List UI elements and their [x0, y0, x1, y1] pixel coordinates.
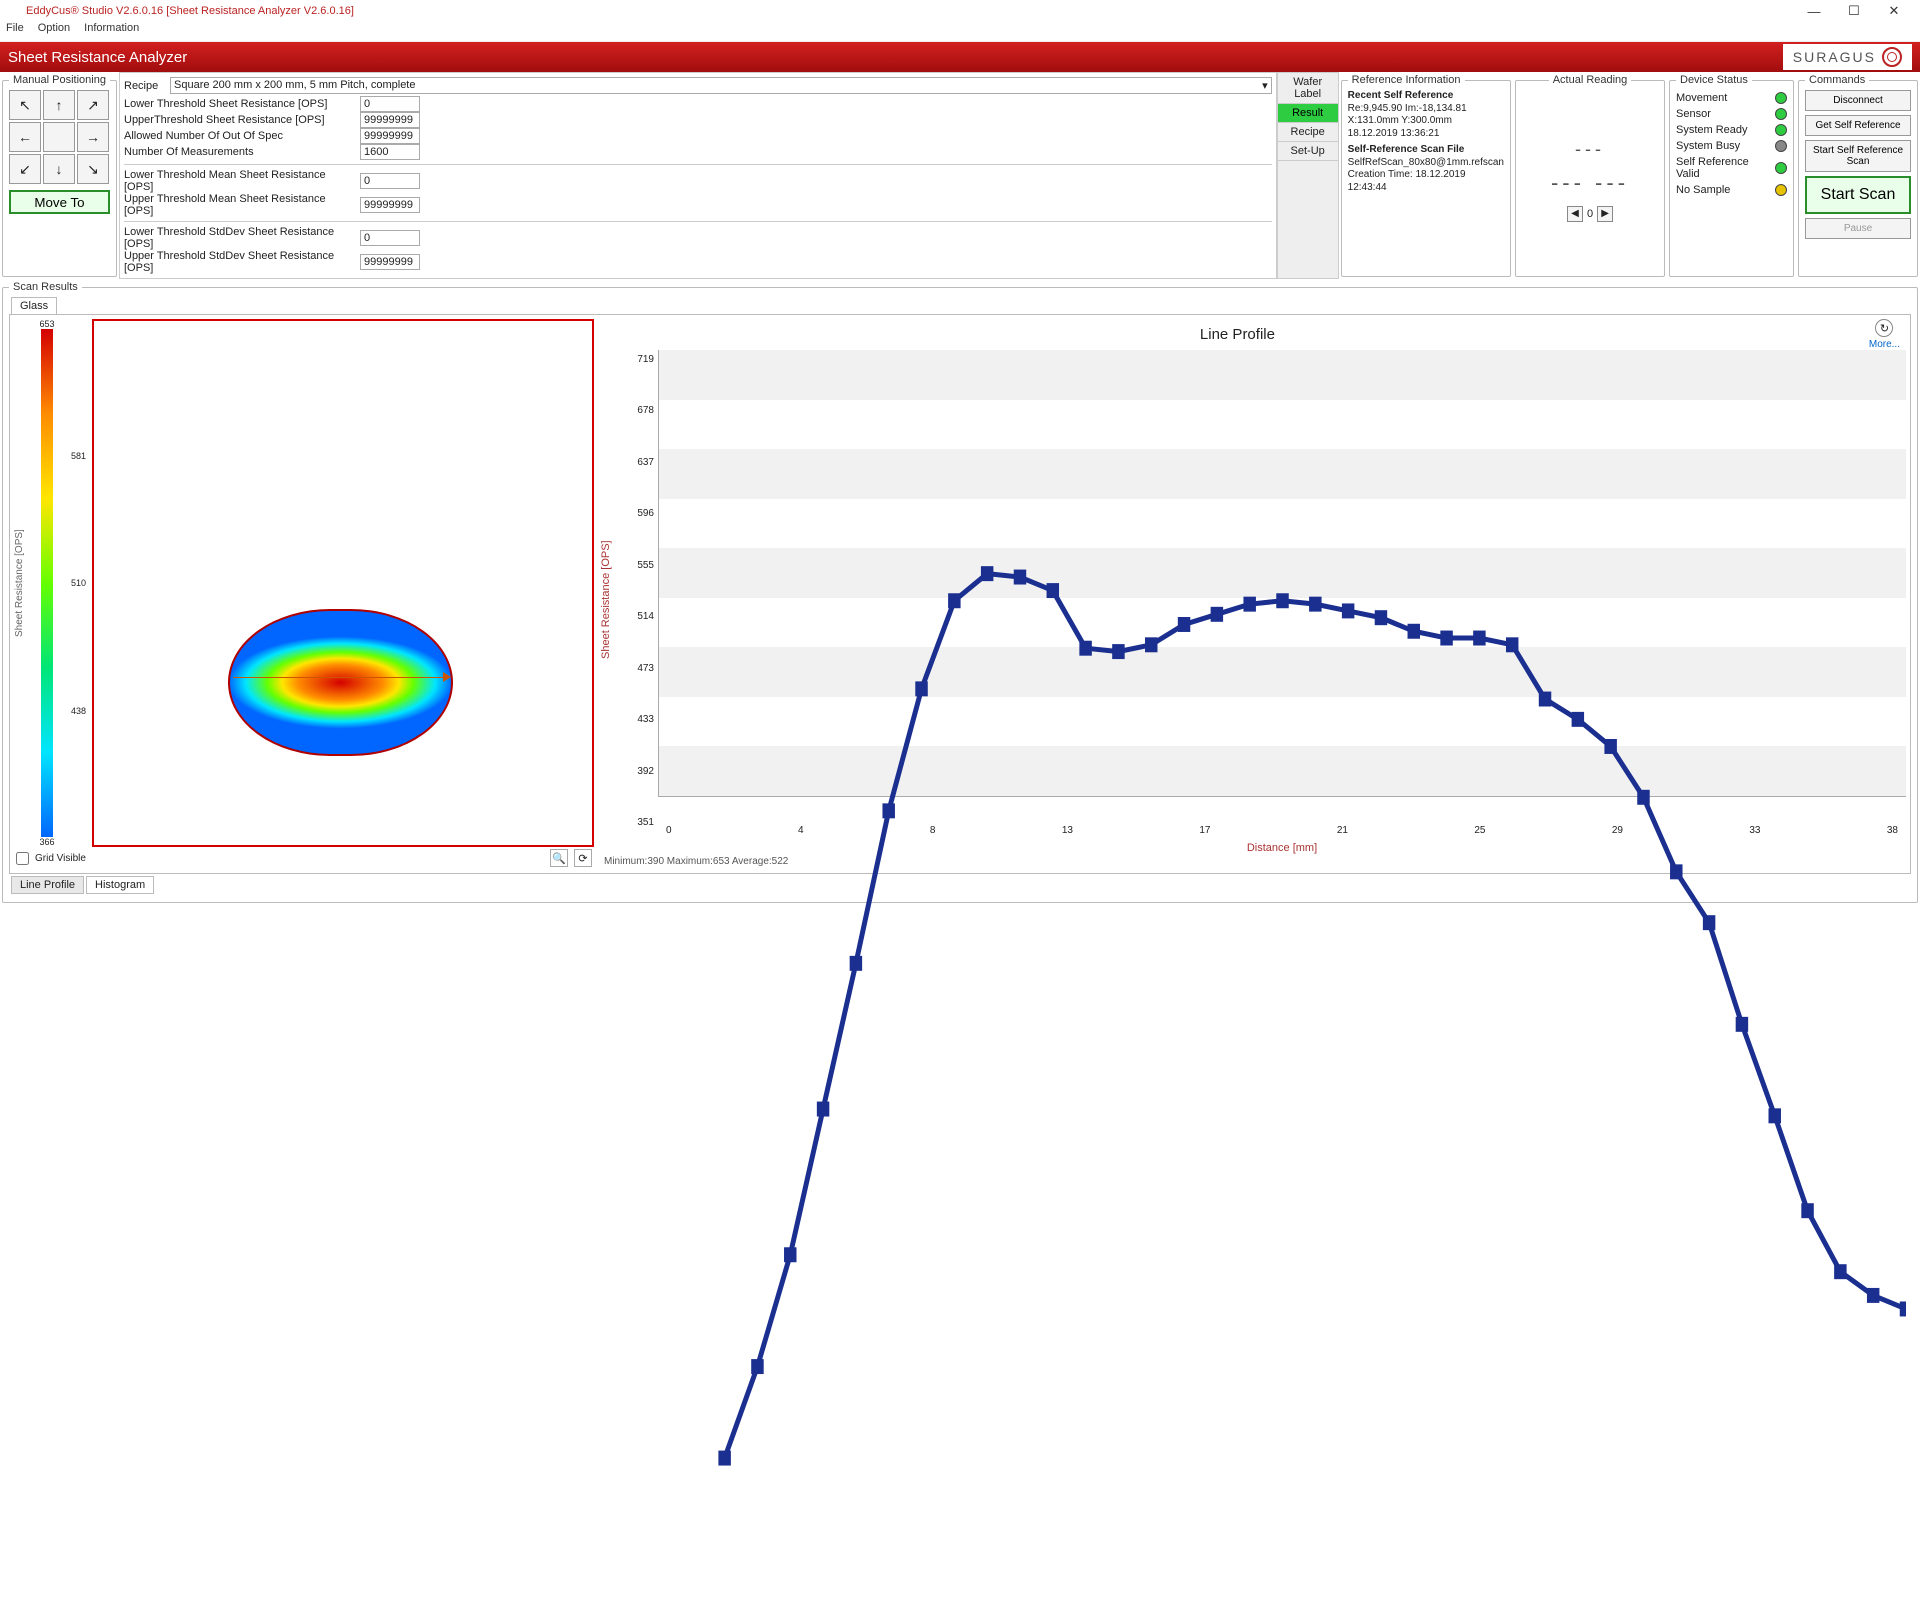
- reading-value-1: ---: [1575, 139, 1605, 160]
- recipe-row-value[interactable]: 0: [360, 96, 420, 112]
- chart-ylabel: Sheet Resistance [OPS]: [600, 350, 612, 854]
- grid-visible-label: Grid Visible: [35, 853, 86, 864]
- menu-information[interactable]: Information: [84, 22, 139, 41]
- line-profile-chart: Line Profile ↻ More... Sheet Resistance …: [600, 319, 1906, 869]
- scan-results-panel: Scan Results Glass Sheet Resistance [OPS…: [2, 281, 1918, 903]
- move-se-button[interactable]: ↘: [77, 154, 109, 184]
- start-scan-button[interactable]: Start Scan: [1805, 176, 1911, 214]
- maximize-button[interactable]: ☐: [1834, 3, 1874, 19]
- status-row: Movement: [1676, 90, 1787, 106]
- recipe-row-label: Upper Threshold StdDev Sheet Resistance …: [124, 250, 354, 274]
- menubar: File Option Information: [0, 22, 1920, 42]
- chart-y-axis: 719678637596555514473433392351: [612, 350, 658, 854]
- heatmap-canvas[interactable]: [92, 319, 594, 847]
- disconnect-button[interactable]: Disconnect: [1805, 90, 1911, 111]
- reading-value-2: --- ---: [1551, 170, 1629, 196]
- recipe-select[interactable]: Square 200 mm x 200 mm, 5 mm Pitch, comp…: [170, 77, 1272, 94]
- pause-button[interactable]: Pause: [1805, 218, 1911, 239]
- recipe-label: Recipe: [124, 80, 164, 92]
- status-row: Self Reference Valid: [1676, 154, 1787, 182]
- manual-positioning-panel: Manual Positioning ↖ ↑ ↗ ← → ↙ ↓ ↘ Move …: [2, 74, 117, 277]
- window-title: EddyCus® Studio V2.6.0.16 [Sheet Resista…: [26, 5, 1794, 17]
- move-sw-button[interactable]: ↙: [9, 154, 41, 184]
- recipe-row-value[interactable]: 1600: [360, 144, 420, 160]
- app-icon: [6, 4, 20, 18]
- tab-glass[interactable]: Glass: [11, 297, 57, 314]
- chart-title: Line Profile: [606, 326, 1869, 343]
- titlebar: EddyCus® Studio V2.6.0.16 [Sheet Resista…: [0, 0, 1920, 22]
- actual-reading-panel: Actual Reading --- --- --- ◀ 0 ▶: [1515, 74, 1665, 277]
- recipe-row-label: Lower Threshold Mean Sheet Resistance [O…: [124, 169, 354, 193]
- tab-wafer-label[interactable]: Wafer Label: [1278, 73, 1338, 104]
- grid-visible-checkbox[interactable]: [16, 852, 29, 865]
- recipe-panel: Recipe Square 200 mm x 200 mm, 5 mm Pitc…: [119, 72, 1277, 279]
- get-self-reference-button[interactable]: Get Self Reference: [1805, 115, 1911, 136]
- zoom-button[interactable]: 🔍: [550, 849, 568, 867]
- status-row: No Sample: [1676, 182, 1787, 198]
- banner-title: Sheet Resistance Analyzer: [8, 49, 187, 66]
- tab-setup[interactable]: Set-Up: [1278, 142, 1338, 161]
- more-button[interactable]: More...: [1869, 339, 1900, 350]
- status-row: System Busy: [1676, 138, 1787, 154]
- move-to-button[interactable]: Move To: [9, 190, 110, 214]
- heatmap-blob: [228, 609, 452, 756]
- tab-histogram[interactable]: Histogram: [86, 876, 154, 894]
- reading-index: 0: [1587, 208, 1593, 220]
- tab-result[interactable]: Result: [1278, 104, 1338, 123]
- move-ne-button[interactable]: ↗: [77, 90, 109, 120]
- profile-arrow-icon: [443, 672, 451, 682]
- move-w-button[interactable]: ←: [9, 122, 41, 152]
- recipe-row-label: UpperThreshold Sheet Resistance [OPS]: [124, 114, 354, 126]
- suragus-logo: SURAGUS: [1783, 44, 1912, 70]
- recipe-row-value[interactable]: 0: [360, 230, 420, 246]
- reading-prev-button[interactable]: ◀: [1567, 206, 1583, 222]
- recipe-row-label: Lower Threshold StdDev Sheet Resistance …: [124, 226, 354, 250]
- start-self-reference-scan-button[interactable]: Start Self Reference Scan: [1805, 140, 1911, 172]
- colorbar: 653 366: [29, 319, 65, 847]
- reading-next-button[interactable]: ▶: [1597, 206, 1613, 222]
- move-nw-button[interactable]: ↖: [9, 90, 41, 120]
- move-e-button[interactable]: →: [77, 122, 109, 152]
- status-led-icon: [1775, 108, 1787, 120]
- banner: Sheet Resistance Analyzer SURAGUS: [0, 42, 1920, 72]
- device-status-panel: Device Status MovementSensorSystem Ready…: [1669, 74, 1794, 277]
- commands-panel: Commands Disconnect Get Self Reference S…: [1798, 74, 1918, 277]
- menu-file[interactable]: File: [6, 22, 24, 41]
- recipe-row-label: Allowed Number Of Out Of Spec: [124, 130, 354, 142]
- minimize-button[interactable]: —: [1794, 4, 1834, 19]
- side-tabs: Wafer Label Result Recipe Set-Up: [1277, 72, 1339, 279]
- reference-information-panel: Reference Information Recent Self Refere…: [1341, 74, 1511, 277]
- status-row: Sensor: [1676, 106, 1787, 122]
- recipe-row-label: Lower Threshold Sheet Resistance [OPS]: [124, 98, 354, 110]
- heatmap-panel: Sheet Resistance [OPS] 653 366 581 510 4…: [14, 319, 594, 869]
- status-led-icon: [1775, 92, 1787, 104]
- status-led-icon: [1775, 162, 1787, 174]
- menu-option[interactable]: Option: [38, 22, 70, 41]
- recipe-row-value[interactable]: 99999999: [360, 112, 420, 128]
- status-led-icon: [1775, 124, 1787, 136]
- more-icon[interactable]: ↻: [1875, 319, 1893, 337]
- logo-icon: [1882, 47, 1902, 67]
- recipe-row-value[interactable]: 99999999: [360, 254, 420, 270]
- tab-line-profile[interactable]: Line Profile: [11, 876, 84, 894]
- recipe-row-value[interactable]: 99999999: [360, 128, 420, 144]
- chart-plot-area[interactable]: [658, 350, 1906, 797]
- recipe-row-label: Upper Threshold Mean Sheet Resistance [O…: [124, 193, 354, 217]
- recipe-row-value[interactable]: 99999999: [360, 197, 420, 213]
- status-led-icon: [1775, 140, 1787, 152]
- status-led-icon: [1775, 184, 1787, 196]
- move-s-button[interactable]: ↓: [43, 154, 75, 184]
- tab-recipe[interactable]: Recipe: [1278, 123, 1338, 142]
- move-center-button[interactable]: [43, 122, 75, 152]
- colorbar-ylabel: Sheet Resistance [OPS]: [14, 319, 25, 847]
- status-row: System Ready: [1676, 122, 1787, 138]
- close-button[interactable]: ✕: [1874, 3, 1914, 19]
- recipe-row-value[interactable]: 0: [360, 173, 420, 189]
- profile-line: [233, 677, 447, 678]
- refresh-button[interactable]: ⟳: [574, 849, 592, 867]
- move-n-button[interactable]: ↑: [43, 90, 75, 120]
- recipe-row-label: Number Of Measurements: [124, 146, 354, 158]
